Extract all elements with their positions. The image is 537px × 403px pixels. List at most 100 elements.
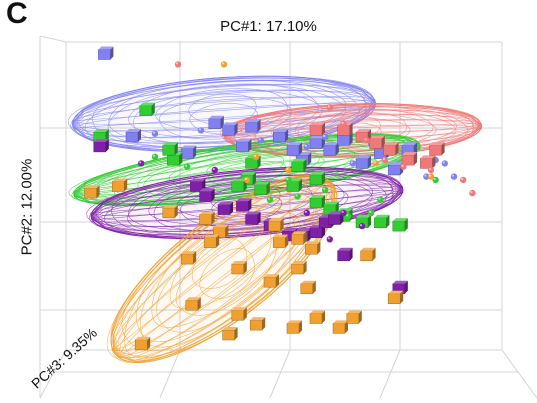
sphere-highlight [433,177,436,180]
cube-top [245,119,261,123]
cube-side [105,129,109,142]
cube-point [291,231,307,245]
cube-face [387,293,401,304]
cube-point [392,280,408,295]
mesh-ring [199,248,255,299]
cube-side [124,178,128,192]
mesh-meridian [223,109,482,134]
cube-side [404,280,408,294]
cube-point [208,115,224,130]
mesh-ring [206,154,285,180]
sphere-highlight [424,174,427,177]
sphere-point [220,61,228,68]
mesh-meridian [72,89,376,128]
cube-top [135,336,151,340]
cube-top [204,234,220,238]
cube-face [309,313,323,324]
cube-face [185,300,199,311]
cube-point [300,280,316,295]
cube-point [268,218,284,232]
mesh-meridian [118,187,336,359]
sphere-body [257,137,264,144]
mesh-meridian [112,179,330,351]
cube-top [360,247,376,251]
cube-top [291,261,307,264]
cube-side [299,320,302,334]
mesh-meridian [114,182,335,361]
sphere-point [303,143,310,151]
cube-side [211,211,215,225]
sphere-highlight [442,161,445,164]
mesh-meridian [112,175,333,353]
cube-side [248,198,252,212]
cube-top [310,195,325,198]
cube-face [337,135,350,146]
cube-top [93,129,109,132]
cube-point [272,129,289,143]
cube-top [190,178,206,182]
cube-point [134,336,151,351]
cube-face [374,217,387,229]
cube-face [162,207,176,219]
sphere-body [427,166,435,174]
sphere-point [460,176,467,184]
cube-top [346,310,362,314]
cube-top [236,138,252,142]
cube-side [303,231,307,245]
sphere-highlight [258,138,261,141]
sphere-body [450,173,458,180]
cube-point [291,261,307,275]
cube-side [211,188,215,202]
cube-face [323,144,337,156]
cube-side [322,171,325,185]
cube-point [84,185,100,199]
cube-top [139,102,155,106]
mesh-meridian [72,84,376,123]
cube-point [98,46,114,60]
cube-face [309,227,323,238]
cube-top [356,129,371,132]
sphere-highlight [212,167,215,171]
cube-top [337,247,353,251]
mesh-meridian [117,186,336,358]
cube-face [305,243,318,255]
sphere-highlight [198,128,202,131]
mesh-ring [111,179,334,363]
sphere-point [151,130,159,137]
cube-top [388,290,404,294]
sphere-point [326,104,333,111]
cube-side [276,274,279,288]
sphere-highlight [428,167,432,171]
cube-point [401,152,417,166]
cube-top [162,142,178,146]
y-axis-title: PC#2: 12.00% [18,158,36,256]
sphere-point [257,137,264,144]
cube-side [368,155,371,169]
sphere-point [358,222,366,230]
sphere-point [184,163,191,170]
cube-face [328,214,341,225]
cube-side [193,145,197,159]
cube-top [231,307,247,311]
cube-point [309,171,325,186]
cube-top [392,218,408,222]
cube-top [392,280,408,284]
cube-face [392,220,406,232]
mesh-ring [71,134,410,206]
cube-top [305,241,321,245]
cube-face [369,138,383,149]
sphere-point [450,173,458,180]
cube-top [310,310,325,314]
mesh-meridian [112,180,331,352]
sphere-body [211,166,218,174]
sphere-highlight [286,167,289,171]
cube-side [414,152,417,166]
sphere-highlight [327,105,330,108]
sphere-point [322,133,329,141]
sphere-body [349,160,356,167]
sphere-highlight [382,158,386,161]
series-5-marks [84,61,435,351]
cube-point [93,138,109,153]
cube-point [162,204,178,219]
sphere-point [138,160,145,167]
